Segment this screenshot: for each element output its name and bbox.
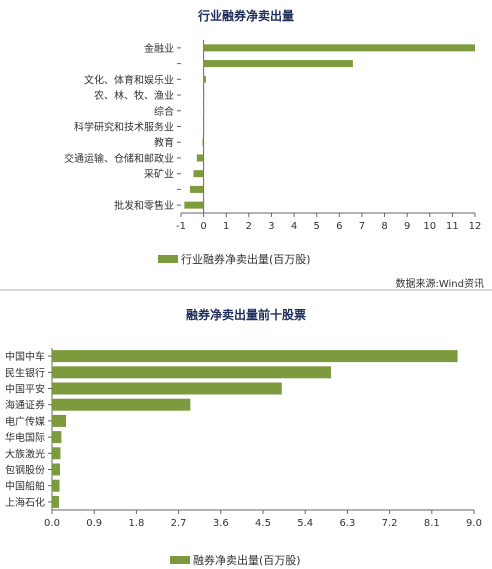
top-ten-chart-title: 融券净卖出量前十股票 <box>185 308 306 322</box>
top-ten-chart-svg: 0.0 0.9 1.8 2.7 3.6 4.5 5.4 6.3 7.2 8.1 9.0 中国中车民生银… <box>5 348 482 529</box>
bar <box>203 75 206 83</box>
x-tick-label: 9 <box>404 221 410 232</box>
top-ten-chart-legend: 融券净卖出量(百万股) <box>170 552 301 568</box>
bar <box>203 60 353 68</box>
bar <box>52 350 458 363</box>
y-category-label: 电广传媒 <box>5 415 45 428</box>
x-tick-label: -1 <box>176 221 186 232</box>
x-tick-label: 7.2 <box>382 518 398 529</box>
x-tick-label: 1 <box>223 221 229 232</box>
y-category-label: 华电国际 <box>5 431 45 444</box>
bar <box>52 431 62 444</box>
x-tick-label: 0 <box>200 221 206 232</box>
y-category-label: 批发和零售业 <box>114 199 174 212</box>
y-category-label: 包钢股份 <box>5 464 45 477</box>
industry-chart-svg: -1 0 1 2 3 4 5 6 7 8 9 10 11 12金融业文化、体育和娱乐业农、林、牧、渔业综合… <box>64 40 482 232</box>
x-tick-label: 0.0 <box>44 518 60 529</box>
y-category-label: 海通证券 <box>5 399 45 412</box>
y-category-label: 金融业 <box>144 42 174 55</box>
industry-chart-panel: 行业融券净卖出量 -1 0 1 2 3 4 5 6 7 8 9 10 11 12 金融业 文化、体育和娱乐业农… <box>64 9 484 290</box>
bar <box>203 44 475 52</box>
x-tick-label: 11 <box>446 221 459 232</box>
bar <box>52 495 60 508</box>
bar <box>52 447 61 460</box>
x-tick-label: 1.8 <box>128 518 144 529</box>
y-category-label: 农、林、牧、渔业 <box>94 89 174 102</box>
legend-swatch <box>170 556 190 564</box>
bar <box>203 107 205 115</box>
x-tick-label: 2 <box>246 221 252 232</box>
bar <box>196 154 204 162</box>
x-tick-label: 6.3 <box>339 518 355 529</box>
bar <box>193 170 204 178</box>
y-category-label: 交通运输、仓储和邮政业 <box>64 152 174 165</box>
bar <box>203 91 205 99</box>
bar <box>52 382 282 395</box>
bar <box>184 201 204 209</box>
bar <box>52 398 191 411</box>
x-tick-label: 10 <box>423 221 436 232</box>
x-tick-label: 8.1 <box>424 518 440 529</box>
bar <box>52 479 60 492</box>
legend-label: 行业融券净卖出量(百万股) <box>181 253 311 266</box>
bar <box>202 138 204 146</box>
y-category-label: 中国平安 <box>5 383 45 396</box>
industry-chart-title: 行业融券净卖出量 <box>197 9 294 23</box>
x-tick-label: 5.4 <box>297 518 313 529</box>
industry-chart-legend: 行业融券净卖出量(百万股) <box>158 251 311 267</box>
bar <box>190 185 204 193</box>
x-tick-label: 2.7 <box>171 518 187 529</box>
x-tick-label: 12 <box>469 221 482 232</box>
x-tick-label: 5 <box>314 221 320 232</box>
y-category-label: 文化、体育和娱乐业 <box>84 73 174 86</box>
x-tick-label: 4 <box>291 221 297 232</box>
bar <box>52 463 60 476</box>
y-category-label: 上海石化 <box>5 496 45 509</box>
y-category-label: 中国船舶 <box>5 480 45 493</box>
x-tick-label: 7 <box>359 221 365 232</box>
bar <box>52 366 331 379</box>
x-tick-label: 9.0 <box>466 518 482 529</box>
legend-label: 融券净卖出量(百万股) <box>193 554 301 567</box>
x-tick-label: 0.9 <box>86 518 102 529</box>
y-category-label: 采矿业 <box>144 168 174 181</box>
top-ten-chart-panel: 融券净卖出量前十股票 0.0 0.9 1.8 2.7 3.6 4.5 5.4 6.3 7.2 8.… <box>0 292 492 569</box>
bar <box>52 414 67 427</box>
y-category-label: 综合 <box>154 105 174 118</box>
x-tick-label: 3.6 <box>213 518 229 529</box>
x-tick-label: 8 <box>381 221 387 232</box>
x-tick-label: 6 <box>336 221 342 232</box>
data-source-note: 数据来源:Wind资讯 <box>395 279 484 290</box>
y-category-label: 科学研究和技术服务业 <box>74 121 174 134</box>
y-category-label: 民生银行 <box>5 366 45 379</box>
y-category-label: 教育 <box>154 136 174 149</box>
x-tick-label: 4.5 <box>255 518 271 529</box>
legend-swatch <box>158 255 178 263</box>
bar <box>203 123 205 130</box>
y-category-label: 大族激光 <box>5 447 45 460</box>
y-category-label: 中国中车 <box>5 350 45 363</box>
panel-divider <box>0 289 492 291</box>
x-tick-label: 3 <box>268 221 274 232</box>
